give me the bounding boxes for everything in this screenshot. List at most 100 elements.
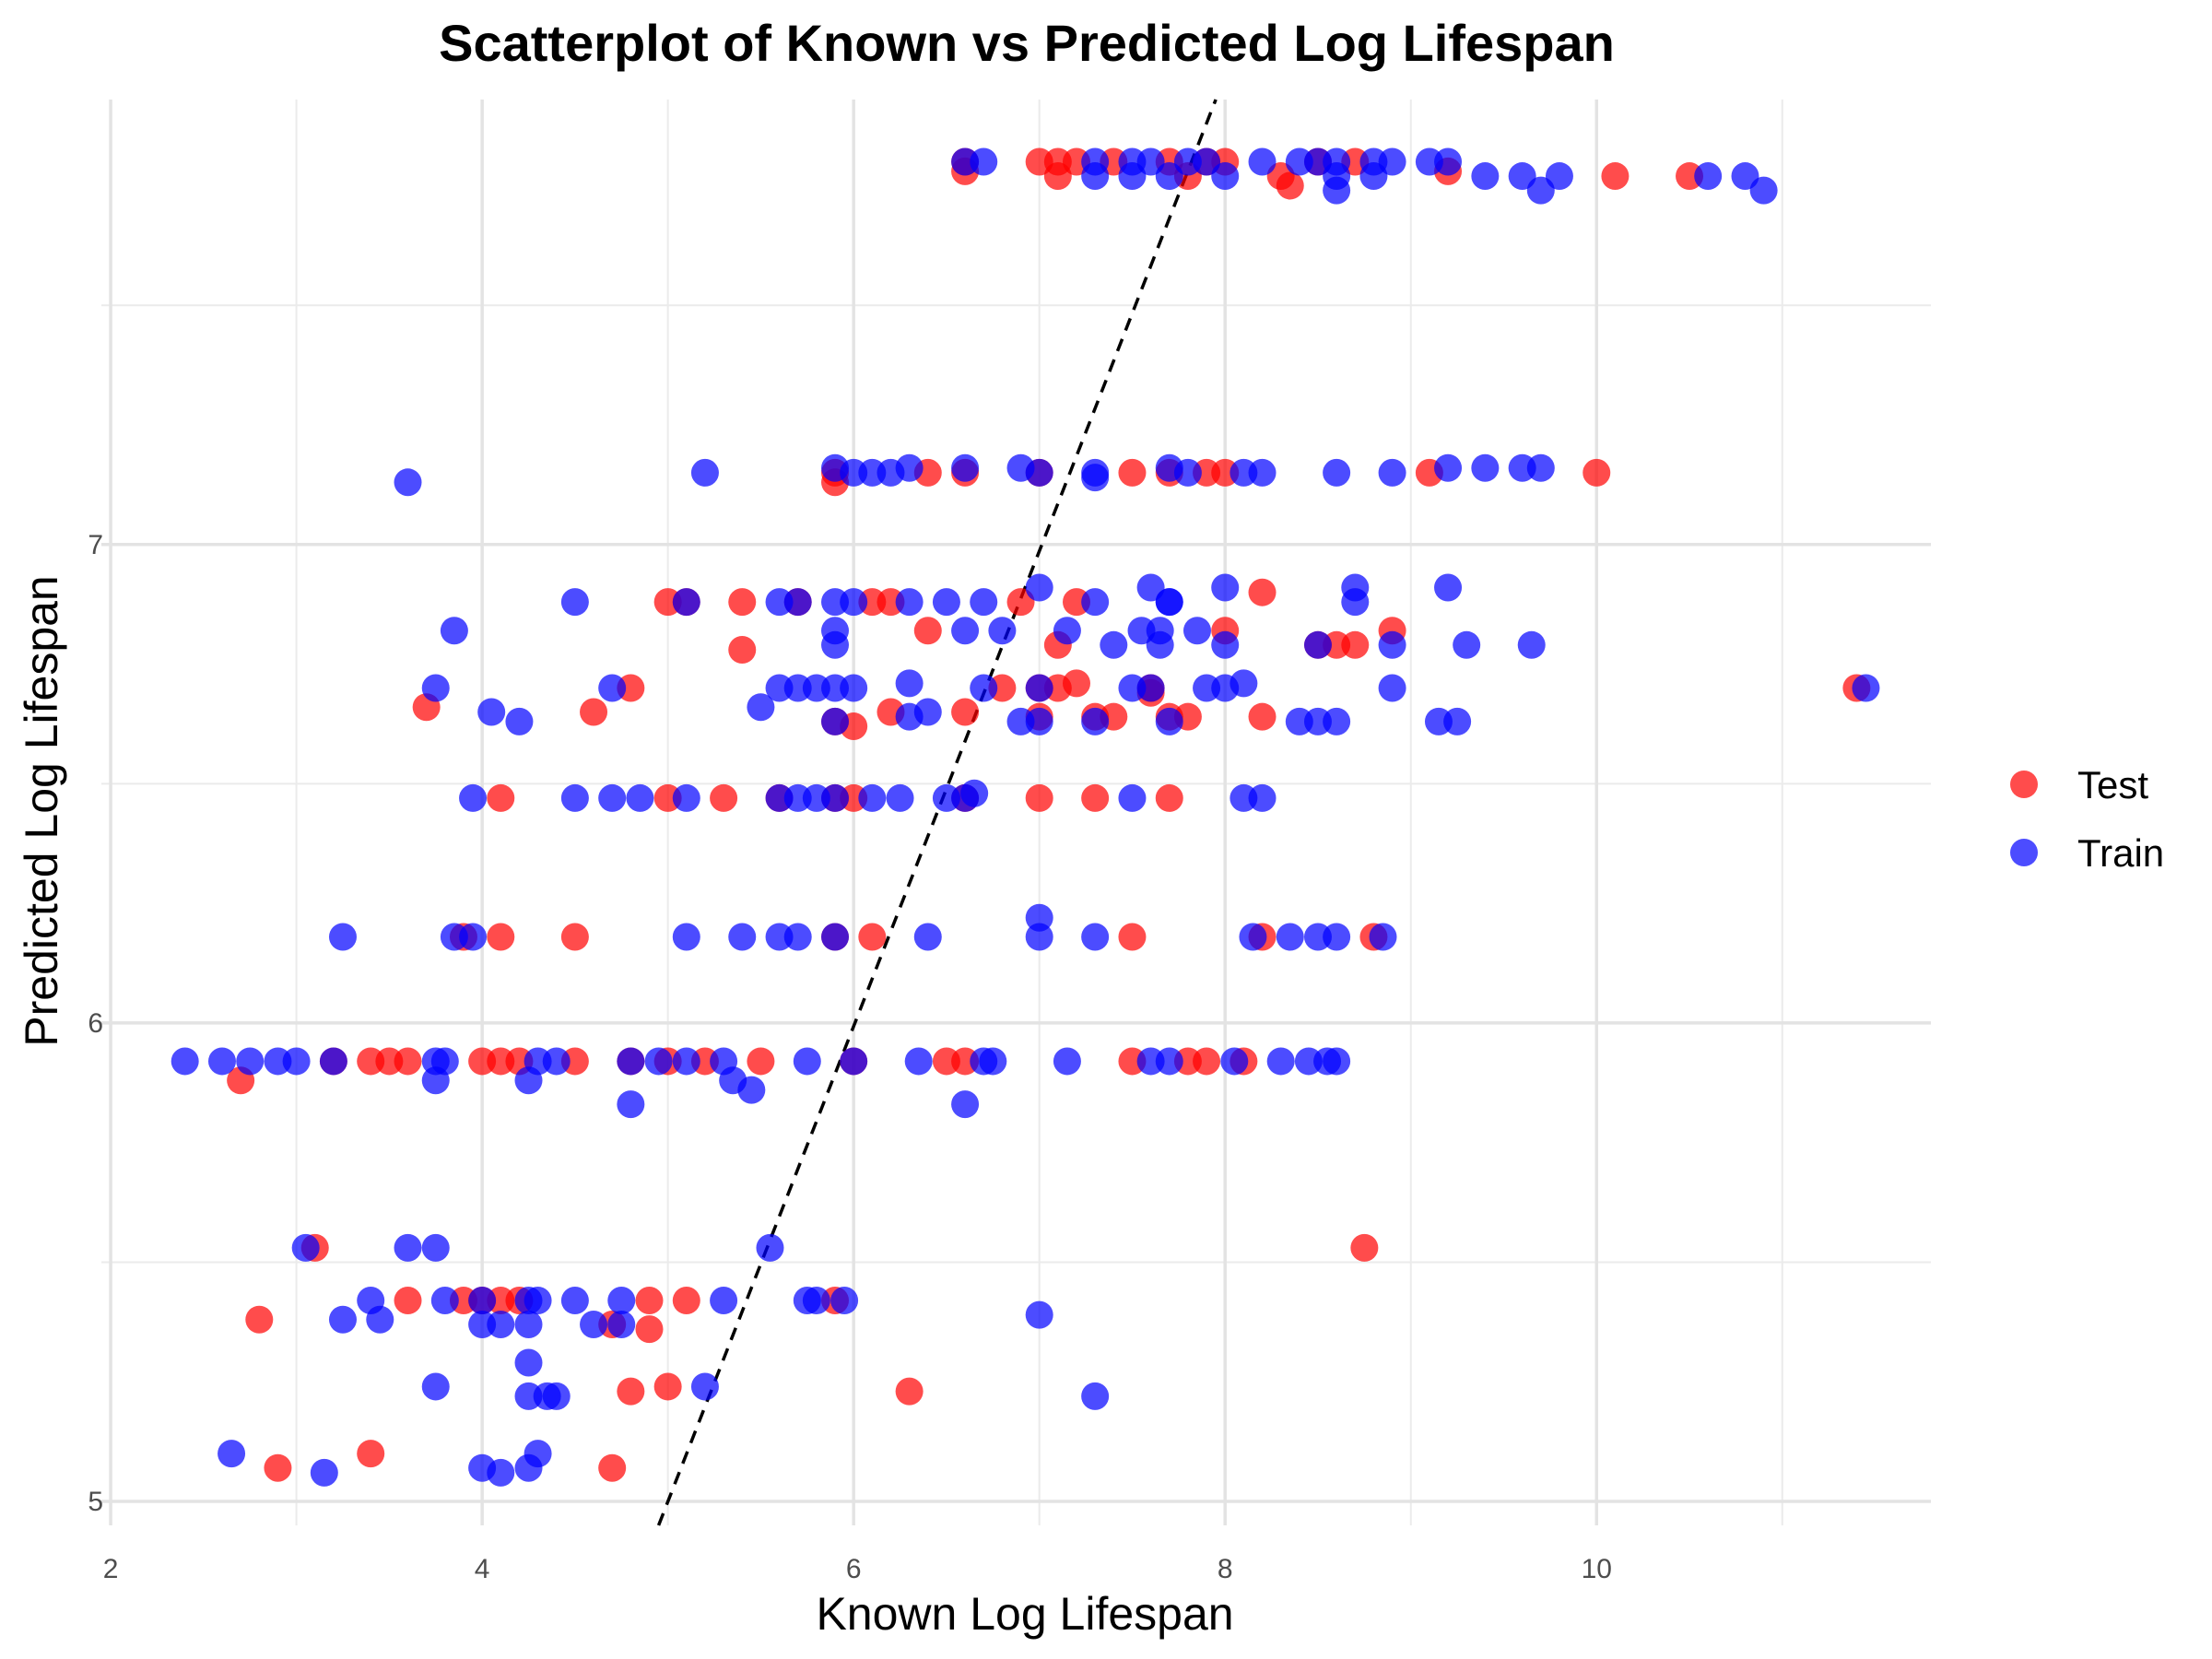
data-point-test (487, 783, 515, 812)
data-point-train (607, 1287, 636, 1315)
data-point-train (1545, 162, 1573, 191)
data-point-train (1694, 162, 1723, 191)
data-point-train (737, 1076, 766, 1104)
data-point-train (1155, 707, 1183, 735)
legend-label: Train (2077, 831, 2164, 875)
y-axis-label: Predicted Log Lifespan (16, 575, 67, 1046)
data-point-train (970, 147, 998, 176)
data-point-train (1471, 453, 1500, 482)
data-point-train (607, 1310, 636, 1338)
data-point-train (514, 1066, 543, 1095)
data-point-test (598, 1453, 627, 1482)
data-point-train (895, 669, 924, 698)
data-point-test (394, 1047, 422, 1076)
data-point-train (1248, 783, 1277, 812)
data-point-test (264, 1453, 292, 1482)
data-point-train (840, 1047, 868, 1076)
data-point-train (1471, 162, 1500, 191)
data-point-test (580, 698, 608, 726)
data-point-test (1062, 669, 1090, 698)
data-point-train (840, 674, 868, 702)
data-point-train (793, 1047, 821, 1076)
data-point-train (970, 588, 998, 617)
data-point-train (171, 1047, 199, 1076)
legend-marker (2010, 771, 2038, 798)
data-point-train (672, 588, 700, 617)
data-point-train (1081, 162, 1110, 191)
data-point-test (635, 1287, 664, 1315)
data-point-train (1146, 630, 1174, 659)
data-point-train (560, 588, 589, 617)
data-point-train (747, 693, 775, 722)
data-point-train (394, 1233, 422, 1262)
data-point-train (951, 1090, 980, 1119)
data-point-test (951, 698, 980, 726)
data-point-train (1025, 923, 1053, 951)
data-point-train (1248, 147, 1277, 176)
data-point-train (1443, 707, 1472, 735)
data-point-test (747, 1047, 775, 1076)
data-point-train (1749, 176, 1778, 205)
data-point-train (1025, 903, 1053, 932)
data-point-train (1118, 783, 1147, 812)
data-point-train (1323, 1047, 1351, 1076)
data-point-train (1081, 707, 1110, 735)
data-point-train (1230, 669, 1258, 698)
data-point-train (1081, 1382, 1110, 1410)
data-point-test (1118, 458, 1147, 487)
data-point-train (1434, 147, 1463, 176)
data-point-test (1193, 1047, 1221, 1076)
data-point-test (1155, 783, 1183, 812)
data-point-train (1303, 630, 1332, 659)
series-test (227, 147, 1871, 1482)
data-point-train (282, 1047, 311, 1076)
data-point-train (821, 783, 850, 812)
data-point-test (1025, 783, 1053, 812)
y-tick-label: 7 (88, 530, 103, 560)
data-point-train (310, 1458, 338, 1487)
x-tick-label: 8 (1218, 1554, 1233, 1584)
data-point-train (728, 923, 757, 951)
data-point-train (1136, 573, 1165, 602)
data-point-train (1276, 923, 1304, 951)
data-point-train (913, 698, 942, 726)
data-points (171, 147, 1880, 1487)
data-point-train (1526, 176, 1555, 205)
data-point-train (1323, 458, 1351, 487)
data-point-train (1053, 617, 1081, 645)
data-point-train (1434, 573, 1463, 602)
data-point-train (328, 1305, 357, 1334)
data-point-train (1220, 1047, 1249, 1076)
x-tick-label: 2 (103, 1554, 119, 1584)
data-point-train (236, 1047, 265, 1076)
data-point-train (617, 1047, 645, 1076)
data-point-train (1248, 458, 1277, 487)
data-point-test (245, 1305, 274, 1334)
data-point-train (1136, 674, 1165, 702)
data-point-train (440, 617, 468, 645)
legend-marker (2010, 839, 2038, 866)
data-point-train (421, 1372, 450, 1401)
data-point-train (858, 783, 887, 812)
data-point-train (644, 1047, 673, 1076)
data-point-train (802, 1287, 830, 1315)
data-point-train (1453, 630, 1481, 659)
data-point-train (1211, 162, 1240, 191)
data-point-train (459, 783, 488, 812)
data-point-train (468, 1287, 497, 1315)
data-point-test (728, 635, 757, 664)
data-point-train (1081, 923, 1110, 951)
data-point-train (932, 588, 960, 617)
data-point-train (710, 1287, 738, 1315)
data-point-test (1043, 162, 1072, 191)
data-point-train (821, 923, 850, 951)
data-point-train (505, 707, 534, 735)
data-point-test (1081, 783, 1110, 812)
data-point-train (524, 1440, 552, 1468)
data-point-train (459, 923, 488, 951)
data-point-train (598, 674, 627, 702)
data-point-train (672, 923, 700, 951)
data-point-test (487, 923, 515, 951)
data-point-train (477, 698, 506, 726)
data-point-train (560, 783, 589, 812)
